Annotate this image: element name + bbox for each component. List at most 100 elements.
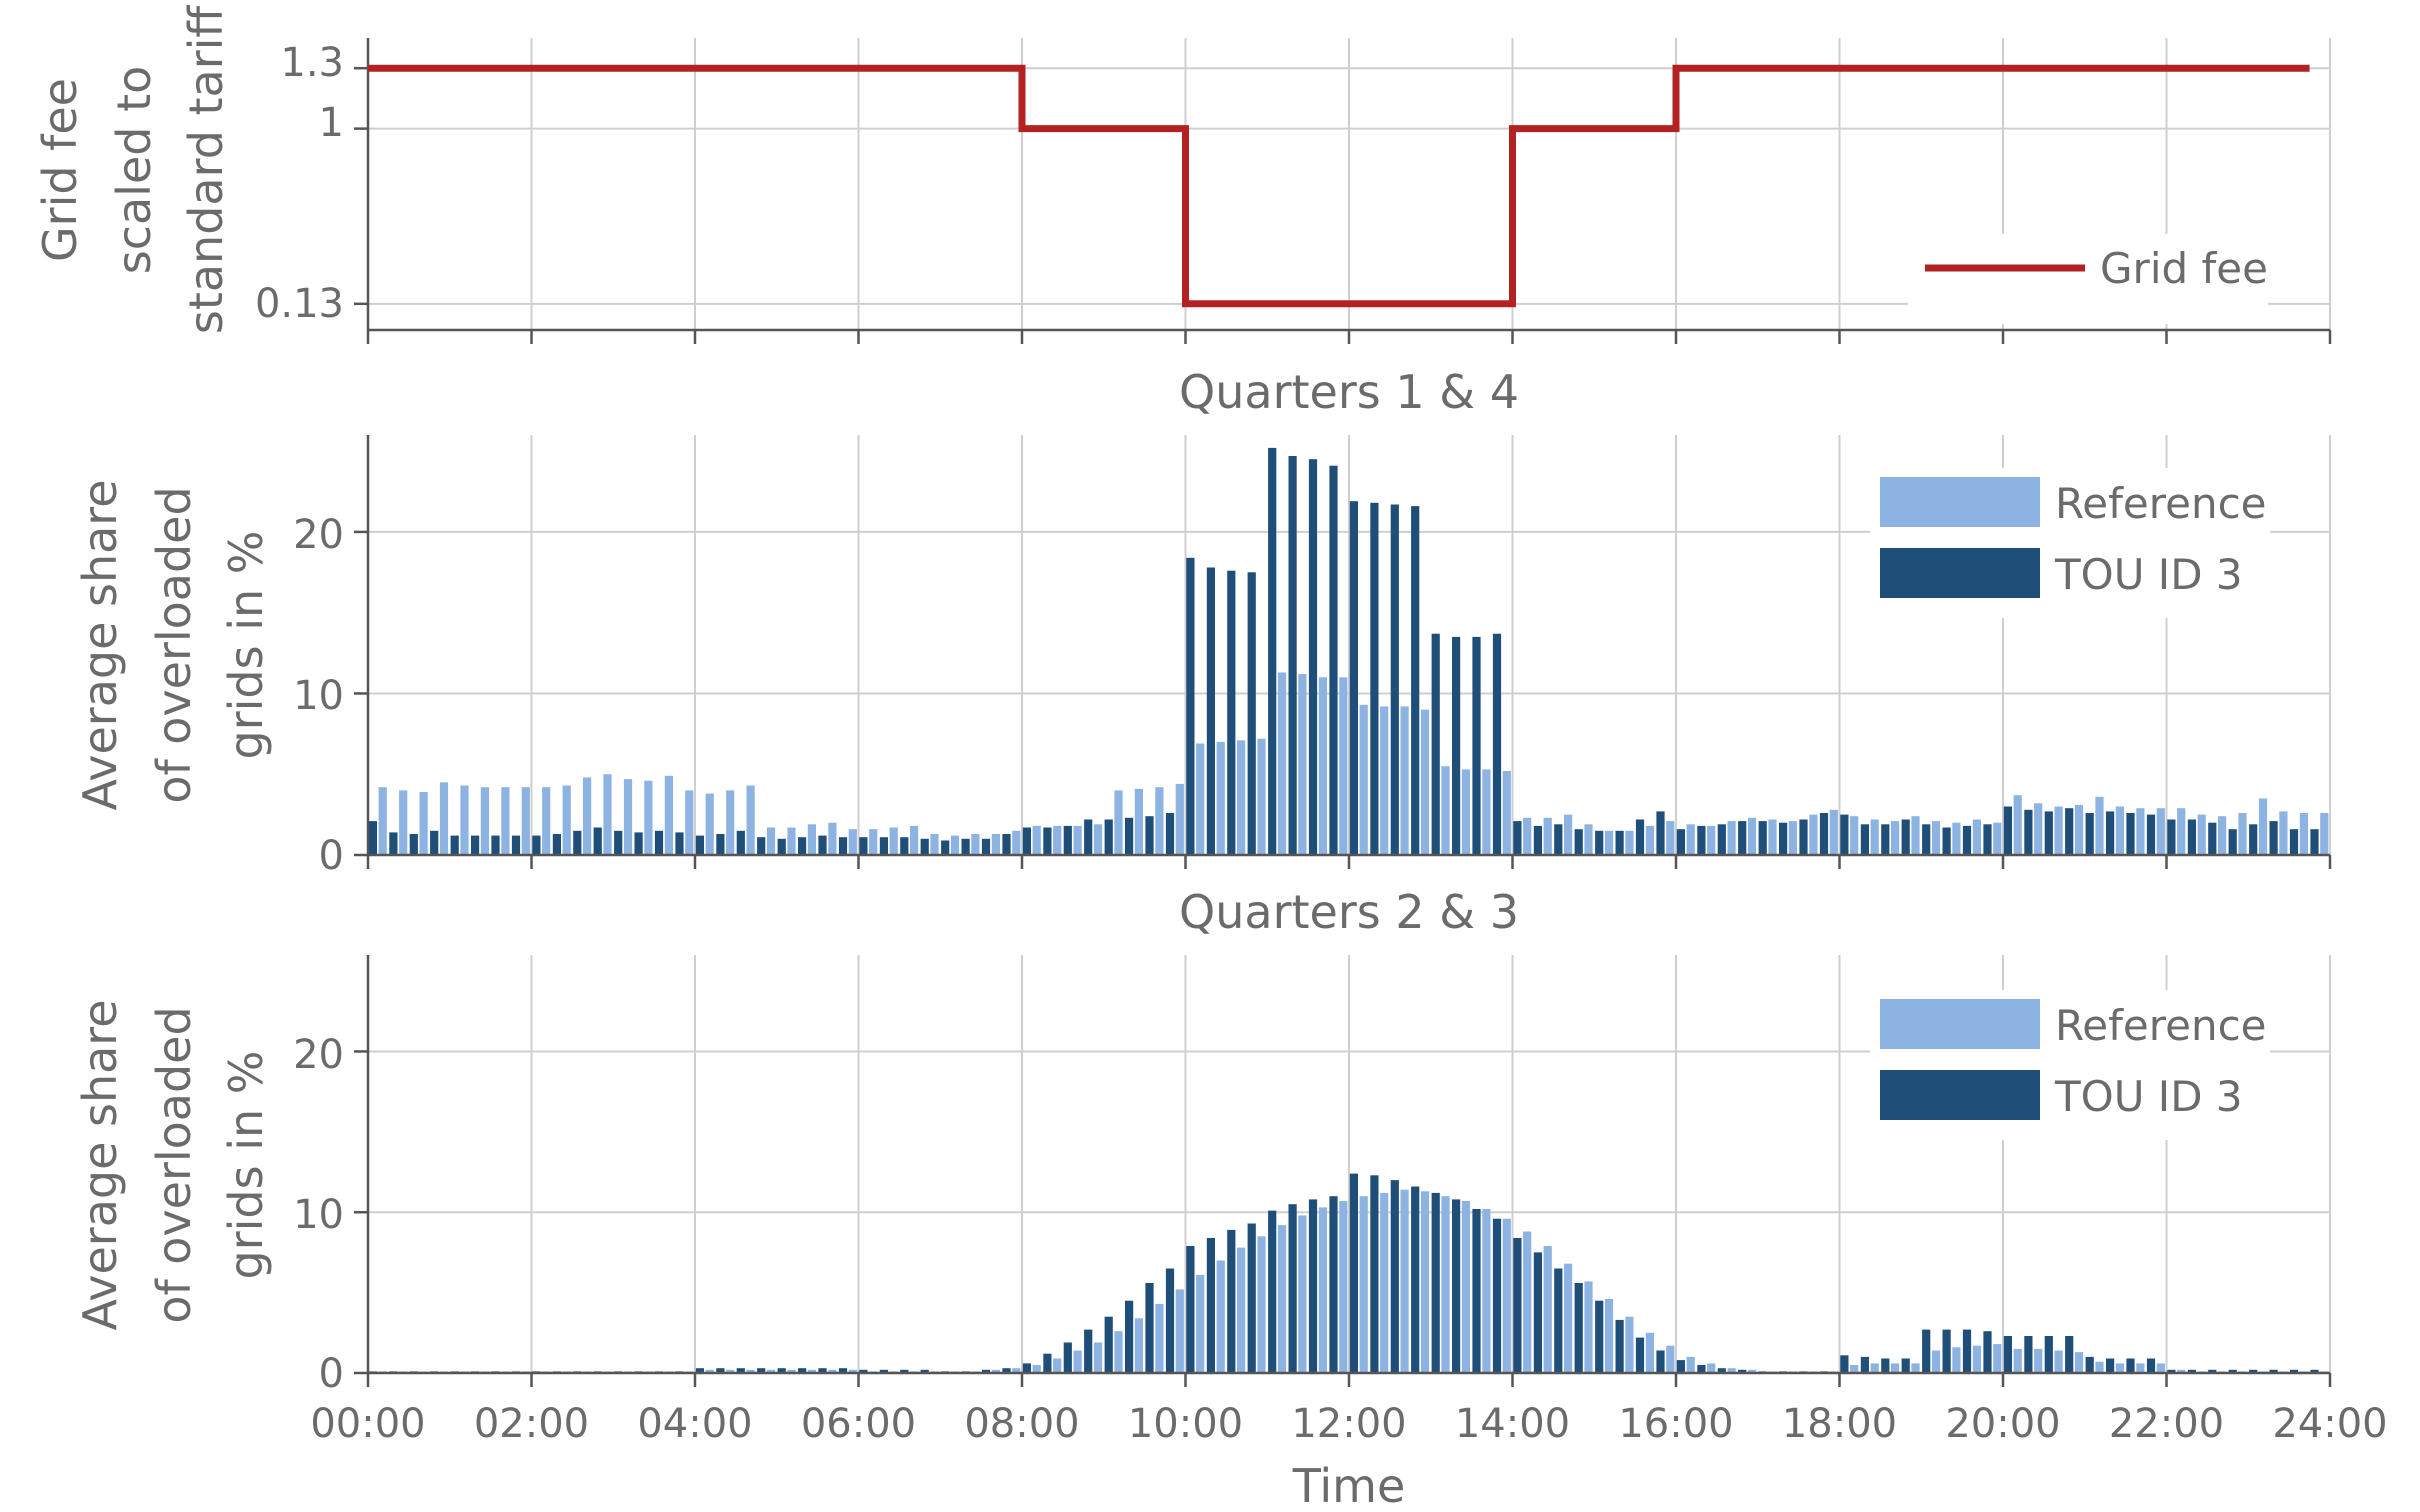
quarters-1-4-bar-reference [1237,740,1246,855]
grid-fee-legend-label: Grid fee [2100,244,2268,293]
quarters-2-3-bar-reference [1911,1363,1920,1373]
quarters-1-4-bar-tou [1063,825,1072,855]
quarters-1-4-bar-reference [583,777,592,855]
quarters-1-4-bar-reference [603,774,612,855]
quarters-1-4-bar-tou [900,837,909,855]
quarters-1-4-bar-reference [439,782,449,855]
quarters-2-3-panel: 0 10 20 Average share of overloaded grid… [73,955,2332,1397]
quarters-1-4-bar-tou [2106,811,2115,855]
quarters-1-4-bar-reference [1850,816,1859,855]
quarters-1-4-bar-reference [1482,769,1491,855]
quarters-2-3-legend-reference-swatch [1880,999,2040,1049]
quarters-2-3-bar-reference [1972,1345,1981,1373]
quarters-1-4-bar-tou [614,830,623,855]
quarters-1-4-bar-tou [859,837,868,855]
quarters-1-4-bar-reference [1175,783,1184,855]
quarters-1-4-bar-reference [1277,672,1287,855]
quarters-1-4-bar-tou [1268,447,1277,855]
quarters-2-3-legend: Reference TOU ID 3 [1870,990,2270,1140]
quarters-2-3-bar-tou [1227,1229,1236,1373]
quarters-2-3-bar-tou [1104,1316,1113,1373]
quarters-2-3-bar-reference [1339,1201,1348,1373]
quarters-2-3-bar-reference [1073,1350,1082,1373]
quarters-1-4-bar-reference [1788,821,1797,855]
quarters-1-4-bar-tou [1738,821,1747,855]
quarters-2-3-bar-tou [1125,1300,1134,1373]
quarters-1-4-ylabel-line-2: of overloaded [147,486,201,803]
quarters-2-3-bar-reference [807,1369,816,1373]
grid-fee-ylabel-line-1: Grid fee [33,78,87,262]
quarters-1-4-bar-tou [1472,636,1481,855]
quarters-2-3-bar-reference [1175,1289,1184,1373]
quarters-2-3-bar-tou [2024,1336,2033,1373]
quarters-1-4-bar-reference [1809,814,1818,855]
quarters-2-3-bar-reference [2156,1363,2165,1373]
x-tick-label: 16:00 [1618,1401,1733,1447]
quarters-1-4-bar-reference [726,790,735,855]
quarters-1-4-bar-reference [787,827,796,855]
quarters-2-3-bar-reference [1012,1368,1021,1373]
quarters-2-3-bar-reference [766,1369,776,1373]
quarters-2-3-bar-tou [2289,1369,2299,1373]
quarters-2-3-bar-reference [1380,1192,1389,1373]
quarters-2-3-bar-reference [1237,1247,1246,1373]
quarters-2-3-bar-reference [1134,1318,1143,1373]
quarters-2-3-bar-tou [1962,1329,1972,1373]
quarters-1-4-bar-tou [552,834,561,855]
quarters-1-4-bar-tou [675,832,684,855]
quarters-2-3-bar-tou [1390,1180,1399,1373]
quarters-1-4-bar-reference [644,780,653,855]
quarters-2-3-bar-reference [1850,1365,1859,1373]
quarters-1-4-bar-reference [1420,709,1430,855]
quarters-1-4-bar-tou [2126,813,2135,855]
quarters-1-4-bar-tou [798,837,807,855]
quarters-1-4-bar-reference [2074,804,2084,855]
quarters-1-4-bar-tou [2187,819,2196,855]
grid-fee-y-axis-label: Grid fee scaled to standard tariff [33,5,233,335]
quarters-1-4-bar-reference [766,827,776,855]
quarters-2-3-bar-reference [1482,1209,1491,1373]
quarters-2-3-bar-tou [1370,1175,1379,1373]
quarters-2-3-bar-tou [1411,1186,1420,1373]
quarters-2-3-bar-tou [1472,1209,1481,1373]
x-tick-label: 12:00 [1291,1401,1406,1447]
grid-fee-x-ticks [366,330,2332,344]
quarters-1-4-bar-tou [1370,502,1379,855]
quarters-2-3-bar-tou [2126,1358,2135,1373]
quarters-2-3-bar-tou [1492,1218,1502,1373]
quarters-2-3-bar-tou [1084,1329,1093,1373]
quarters-2-3-bar-tou [1165,1268,1175,1373]
quarters-1-4-bar-reference [930,834,939,855]
quarters-2-3-bar-reference [1114,1331,1123,1373]
grid-fee-ylabel-line-3: standard tariff [179,5,233,335]
quarters-1-4-bar-reference [1380,706,1389,855]
quarters-1-4-bar-reference [2034,803,2043,855]
quarters-1-4-bar-reference [1093,824,1103,855]
panel-title-quarters-2-3: Quarters 2 & 3 [1179,885,1519,939]
quarters-2-3-bar-tou [1043,1353,1052,1373]
quarters-1-4-bar-reference [1196,743,1205,855]
quarters-1-4-bar-reference [1216,741,1225,855]
quarters-2-3-bar-tou [2269,1369,2278,1373]
quarters-2-3-bar-tou [2187,1369,2196,1373]
quarters-1-4-bar-tou [777,838,786,855]
quarters-1-4-bar-reference [828,822,837,855]
quarters-1-4-bar-tou [1779,822,1788,855]
quarters-2-3-bar-tou [859,1369,868,1373]
quarters-2-3-bar-reference [1625,1316,1634,1373]
quarters-1-4-ytick-0: 0 [319,833,344,879]
x-tick-label: 06:00 [801,1401,916,1447]
quarters-1-4-bar-tou [941,840,950,855]
quarters-2-3-bar-tou [818,1368,827,1373]
quarters-2-3-bar-tou [1268,1210,1277,1373]
quarters-2-3-bar-tou [900,1369,909,1373]
quarters-1-4-bar-reference [1993,822,2002,855]
quarters-2-3-bar-reference [1093,1342,1103,1373]
quarters-1-4-bar-reference [1359,704,1368,855]
quarters-2-3-bar-tou [1206,1238,1215,1373]
quarters-1-4-bar-tou [1145,816,1154,855]
quarters-2-3-ytick-0: 0 [319,1351,344,1397]
quarters-1-4-bar-reference [1747,817,1757,855]
quarters-1-4-bar-reference [1257,738,1266,855]
quarters-1-4-bar-tou [2044,811,2053,855]
